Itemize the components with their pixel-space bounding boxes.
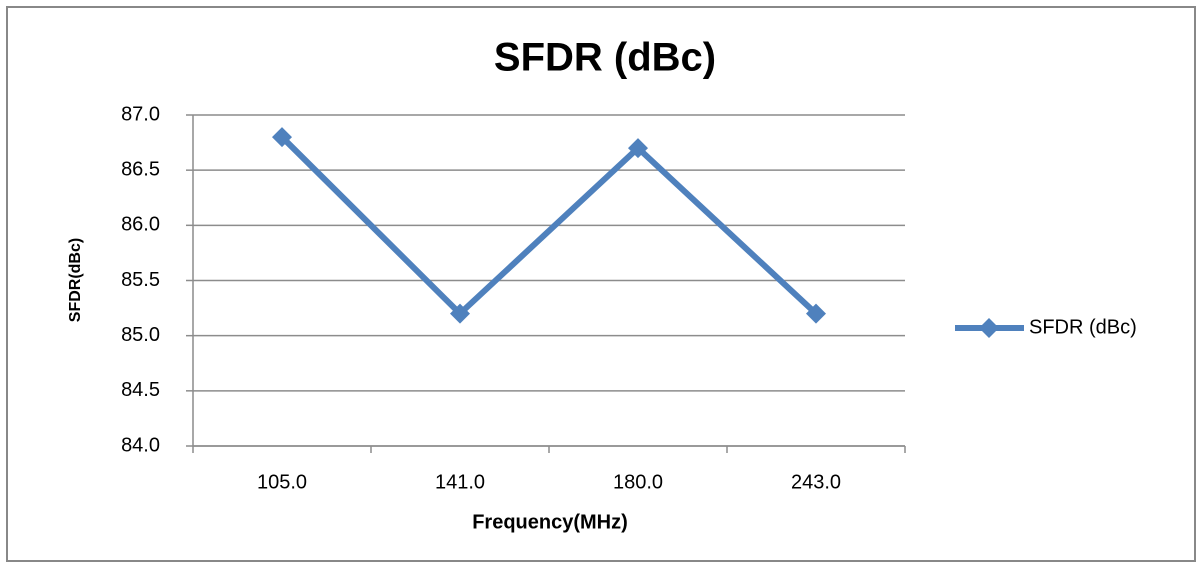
y-tick-label: 84.0 [121, 434, 160, 456]
y-tick-label: 85.5 [121, 269, 160, 291]
y-tick-label: 87.0 [121, 103, 160, 125]
y-tick-label: 84.5 [121, 379, 160, 401]
y-tick-label: 86.0 [121, 214, 160, 236]
point-marker [272, 127, 292, 148]
x-axis-label: Frequency(MHz) [472, 511, 628, 533]
x-tick-label: 105.0 [257, 471, 307, 493]
chart-title: SFDR (dBc) [494, 36, 716, 80]
x-tick-label: 141.0 [435, 471, 485, 493]
point-marker [806, 303, 826, 324]
y-axis-label: SFDR(dBc) [67, 238, 84, 322]
legend-marker [979, 318, 999, 338]
legend-label: SFDR (dBc) [1029, 316, 1137, 338]
point-marker [628, 138, 648, 159]
chart-border [6, 6, 1196, 562]
x-tick-label: 180.0 [613, 471, 663, 493]
series-line [279, 134, 819, 317]
x-tick-label: 243.0 [791, 471, 841, 493]
y-tick-label: 85.0 [121, 324, 160, 346]
y-tick-label: 86.5 [121, 158, 160, 180]
point-marker [450, 303, 470, 324]
